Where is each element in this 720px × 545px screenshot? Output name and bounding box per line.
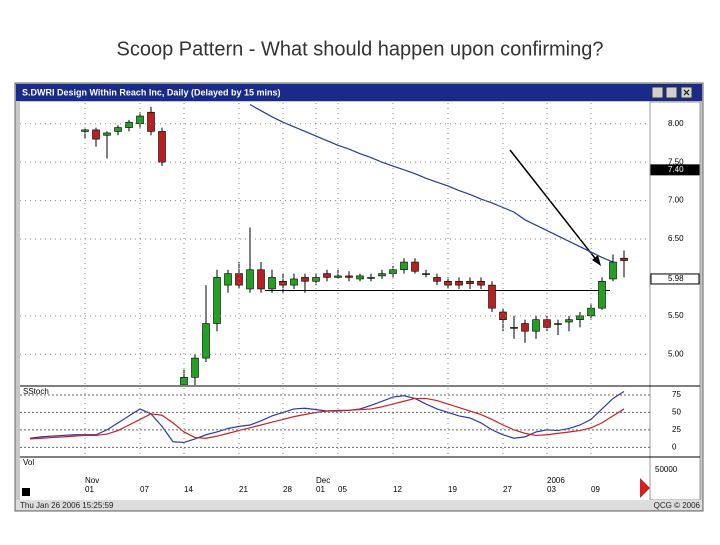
candle-body bbox=[565, 319, 573, 323]
candle-body bbox=[136, 115, 144, 125]
stoch-tick-label: 0 bbox=[672, 442, 677, 451]
scroll-arrow[interactable] bbox=[640, 478, 650, 498]
candle-body bbox=[345, 275, 353, 278]
stoch-tick-label: 75 bbox=[672, 390, 681, 399]
candle-body bbox=[356, 275, 364, 280]
close-icon bbox=[683, 89, 690, 96]
x-tick-label: Nov 01 bbox=[85, 476, 99, 494]
y-tick-label: 7.00 bbox=[668, 196, 684, 205]
stoch-label: SStoch bbox=[23, 387, 49, 396]
candle-body bbox=[609, 261, 617, 280]
plot-area bbox=[20, 102, 650, 500]
candle-body bbox=[598, 280, 606, 309]
price-marker bbox=[650, 164, 700, 176]
candle-body bbox=[411, 261, 419, 272]
candle-body bbox=[422, 273, 430, 275]
candle-body bbox=[147, 111, 155, 132]
candle-body bbox=[554, 323, 562, 325]
price-marker-label: 5.98 bbox=[668, 274, 684, 283]
candle-body bbox=[257, 269, 265, 290]
stoch-line bbox=[29, 397, 625, 440]
candle-body bbox=[158, 131, 166, 163]
scroll-box[interactable] bbox=[22, 488, 30, 496]
arrow bbox=[509, 149, 599, 263]
x-tick-label: 14 bbox=[184, 485, 193, 494]
status-bar bbox=[16, 500, 702, 510]
y-tick-label: 6.50 bbox=[668, 234, 684, 243]
stoch-panel bbox=[29, 390, 625, 444]
candle-body bbox=[400, 261, 408, 271]
candle-body bbox=[213, 277, 221, 324]
candle-body bbox=[488, 284, 496, 309]
candle-body bbox=[301, 277, 309, 282]
price-panel bbox=[81, 104, 628, 385]
status-right: QCG © 2006 bbox=[654, 501, 701, 510]
x-tick-label: 12 bbox=[393, 485, 402, 494]
candle-body bbox=[246, 269, 254, 290]
candle-body bbox=[191, 357, 199, 378]
moving-average bbox=[249, 104, 614, 263]
x-tick-label: 07 bbox=[140, 485, 149, 494]
price-marker bbox=[650, 273, 700, 285]
y-tick-label: 5.50 bbox=[668, 311, 684, 320]
price-marker-label: 7.40 bbox=[668, 165, 684, 174]
candle-body bbox=[180, 377, 188, 385]
candle-body bbox=[92, 129, 100, 140]
x-tick-label: 05 bbox=[338, 485, 347, 494]
x-tick-label: 28 bbox=[283, 485, 292, 494]
candle-body bbox=[103, 132, 111, 136]
candle-body bbox=[323, 273, 331, 278]
stoch-tick-label: 50 bbox=[672, 408, 681, 417]
y-tick-label: 5.00 bbox=[668, 349, 684, 358]
candle-body bbox=[114, 127, 122, 132]
volume-label: Vol bbox=[23, 458, 34, 467]
candle-body bbox=[367, 277, 375, 279]
y-tick-label: 8.00 bbox=[668, 119, 684, 128]
slide-title: Scoop Pattern - What should happen upon … bbox=[117, 38, 604, 60]
arrowhead bbox=[592, 255, 601, 266]
candle-body bbox=[202, 323, 210, 359]
candle-body bbox=[521, 323, 529, 332]
candle-body bbox=[268, 277, 276, 290]
candle-body bbox=[499, 311, 507, 320]
candle-body bbox=[312, 277, 320, 282]
candle-body bbox=[455, 280, 463, 286]
volume-axis-label: 50000 bbox=[655, 465, 678, 474]
candle-body bbox=[510, 327, 518, 329]
x-tick-label: Dec 01 bbox=[316, 476, 330, 494]
candle-body bbox=[576, 315, 584, 320]
candle-body bbox=[620, 257, 628, 261]
candle-body bbox=[378, 273, 386, 277]
candle-body bbox=[125, 121, 133, 128]
x-tick-label: 09 bbox=[591, 485, 600, 494]
candle-body bbox=[532, 319, 540, 332]
candle-body bbox=[290, 278, 298, 286]
y-tick-label: 7.50 bbox=[668, 157, 684, 166]
candle-body bbox=[477, 280, 485, 286]
window-title: S.DWRI Design Within Reach Inc, Daily (D… bbox=[22, 87, 280, 97]
candle-body bbox=[224, 273, 232, 286]
x-tick-label: 21 bbox=[239, 485, 248, 494]
x-tick-label: 27 bbox=[503, 485, 512, 494]
minimize-button[interactable] bbox=[651, 86, 664, 99]
title-bar bbox=[16, 84, 702, 101]
stoch-tick-label: 25 bbox=[672, 425, 681, 434]
candle-body bbox=[334, 275, 342, 278]
candle-body bbox=[81, 129, 89, 132]
candle-body bbox=[433, 277, 441, 282]
candle-body bbox=[466, 280, 474, 284]
maximize-button[interactable] bbox=[665, 86, 678, 99]
x-tick-label: 2006 03 bbox=[547, 476, 565, 494]
x-tick-label: 19 bbox=[448, 485, 457, 494]
status-left: Thu Jan 26 2006 15:25:59 bbox=[20, 501, 114, 510]
candle-body bbox=[587, 307, 595, 317]
